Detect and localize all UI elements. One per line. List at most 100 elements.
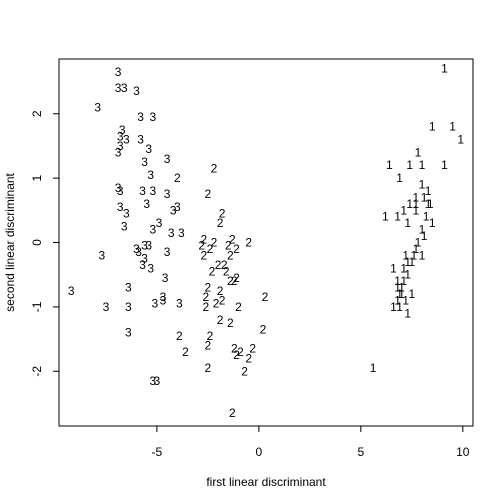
class-2-point: 2 <box>217 313 224 327</box>
class-2-point: 2 <box>227 274 234 288</box>
class-1-point: 1 <box>394 210 401 224</box>
class-1-point: 1 <box>421 229 428 243</box>
plot-frame <box>58 58 474 427</box>
class-1-point: 1 <box>404 216 411 230</box>
class-2-point: 2 <box>229 406 236 420</box>
class-2-point: 2 <box>229 232 236 246</box>
class-2-point: 2 <box>262 290 269 304</box>
class-2-point: 2 <box>207 242 214 256</box>
class-2-point: 2 <box>235 300 242 314</box>
class-3-point: 3 <box>164 245 171 259</box>
class-3-point: 3 <box>156 216 163 230</box>
class-3-point: 3 <box>154 374 161 388</box>
class-2-point: 2 <box>215 258 222 272</box>
class-1-point: 1 <box>390 300 397 314</box>
class-1-point: 1 <box>449 120 456 134</box>
class-2-point: 2 <box>245 236 252 250</box>
class-3-point: 3 <box>149 223 156 237</box>
class-2-point: 2 <box>219 207 226 221</box>
class-3-point: 3 <box>117 200 124 214</box>
class-1-point: 1 <box>394 281 401 295</box>
class-3-point: 3 <box>123 207 130 221</box>
y-tick-label: -2 <box>30 366 44 377</box>
class-2-point: 2 <box>241 364 248 378</box>
class-1-point: 1 <box>419 223 426 237</box>
class-2-point: 2 <box>233 271 240 285</box>
class-1-point: 1 <box>425 197 432 211</box>
x-tick-label: 0 <box>256 445 263 459</box>
class-3-point: 3 <box>164 152 171 166</box>
class-3-point: 3 <box>137 110 144 124</box>
class-2-point: 2 <box>233 348 240 362</box>
x-tick-label: 5 <box>357 445 364 459</box>
class-2-point: 2 <box>225 239 232 253</box>
class-3-point: 3 <box>115 81 122 95</box>
class-1-point: 1 <box>413 242 420 256</box>
class-2-point: 2 <box>219 293 226 307</box>
class-2-point: 2 <box>205 281 212 295</box>
class-1-point: 1 <box>441 62 448 76</box>
x-axis: -5 0 5 10 <box>152 426 470 459</box>
y-axis: -2 -1 0 1 2 <box>30 110 59 377</box>
class-2-point: 2 <box>209 264 216 278</box>
class-1-point: 1 <box>419 158 426 172</box>
class-2-point: 2 <box>174 171 181 185</box>
class-3-point: 3 <box>125 326 132 340</box>
class-1-point: 1 <box>457 132 464 146</box>
class-1-point: 1 <box>382 210 389 224</box>
class-1-point: 1 <box>394 274 401 288</box>
class-2-point: 2 <box>176 329 183 343</box>
class-1-point: 1 <box>423 210 430 224</box>
class-3-point: 3 <box>174 200 181 214</box>
class-3-point: 3 <box>141 252 148 266</box>
class-2-point: 2 <box>207 329 214 343</box>
class-3-point: 3 <box>137 132 144 146</box>
y-tick-label: 1 <box>30 174 44 181</box>
class-1-point: 1 <box>411 248 418 262</box>
class-1-point: 1 <box>396 171 403 185</box>
class-3-point: 3 <box>164 187 171 201</box>
class-3-point: 3 <box>149 374 156 388</box>
class-1-point: 1 <box>406 197 413 211</box>
class-2-point: 2 <box>231 342 238 356</box>
class-1-point: 1 <box>415 145 422 159</box>
class-3-point: 3 <box>145 239 152 253</box>
class-3-point: 3 <box>152 297 159 311</box>
class-2-point: 2 <box>202 290 209 304</box>
class-3-point: 3 <box>125 300 132 314</box>
class-3-point: 3 <box>115 145 122 159</box>
class-3-point: 3 <box>170 203 177 217</box>
x-tick-label: 10 <box>456 445 470 459</box>
x-tick-label: -5 <box>152 445 163 459</box>
class-1-point: 1 <box>402 248 409 262</box>
class-1-point: 1 <box>413 190 420 204</box>
class-3-point: 3 <box>139 258 146 272</box>
class-2-point: 2 <box>200 232 207 246</box>
class-3-point: 3 <box>160 290 167 304</box>
class-1-point: 1 <box>408 287 415 301</box>
class-3-point: 3 <box>121 219 128 233</box>
class-3-point: 3 <box>121 81 128 95</box>
x-axis-label: first linear discriminant <box>206 475 326 489</box>
class-3-point: 3 <box>145 142 152 156</box>
class-1-point: 1 <box>400 274 407 288</box>
class-3-point: 3 <box>119 123 126 137</box>
class-1-point: 1 <box>441 158 448 172</box>
class-3-point: 3 <box>117 129 124 143</box>
class-3-point: 3 <box>147 261 154 275</box>
class-1-point: 1 <box>396 287 403 301</box>
class-3-point: 3 <box>117 184 124 198</box>
class-1-point: 1 <box>404 268 411 282</box>
class-2-point: 2 <box>260 322 267 336</box>
class-2-point: 2 <box>233 242 240 256</box>
class-3-point: 3 <box>178 226 185 240</box>
y-tick-label: 0 <box>30 239 44 246</box>
class-1-point: 1 <box>419 248 426 262</box>
class-2-point: 2 <box>227 248 234 262</box>
class-3-point: 3 <box>149 184 156 198</box>
class-3-point: 3 <box>168 226 175 240</box>
class-2-point: 2 <box>205 187 212 201</box>
class-2-point: 2 <box>217 284 224 298</box>
class-3-point: 3 <box>139 184 146 198</box>
